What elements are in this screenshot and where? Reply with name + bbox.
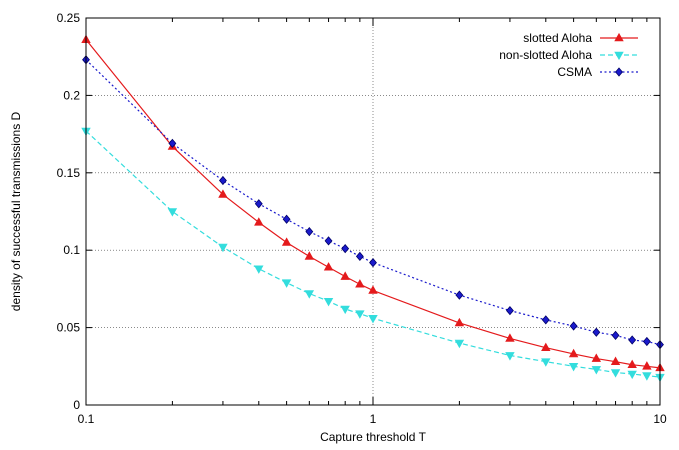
data-point — [591, 366, 602, 375]
data-point — [368, 315, 378, 324]
y-tick-label: 0.1 — [63, 243, 80, 257]
data-point — [642, 372, 652, 381]
data-point — [324, 236, 333, 246]
data-point — [254, 217, 264, 226]
data-point — [369, 257, 377, 268]
series-slotted-aloha — [81, 34, 665, 372]
x-tick-label: 1 — [370, 412, 377, 426]
legend-item: slotted Aloha — [523, 31, 638, 45]
data-point — [541, 342, 551, 352]
data-point — [642, 361, 652, 370]
data-point — [610, 356, 621, 365]
data-point — [219, 175, 227, 186]
y-axis-label: density of successful transmissions D — [9, 111, 23, 311]
data-point — [281, 237, 292, 246]
data-point — [340, 271, 350, 280]
data-point — [368, 285, 378, 294]
data-point — [568, 348, 579, 358]
data-point — [323, 262, 334, 271]
data-point — [304, 290, 315, 299]
data-point — [505, 352, 515, 361]
data-point — [254, 265, 264, 274]
data-point — [305, 227, 314, 237]
data-point — [454, 317, 465, 327]
data-point — [642, 336, 651, 347]
data-point — [254, 199, 263, 209]
data-point — [628, 335, 637, 345]
legend-label: non-slotted Aloha — [499, 48, 592, 62]
x-tick-label: 0.1 — [78, 412, 95, 426]
data-point — [569, 321, 578, 331]
y-tick-label: 0.05 — [57, 321, 81, 335]
series-csma — [82, 55, 664, 350]
data-point — [568, 362, 579, 372]
data-point — [281, 279, 292, 288]
data-point — [304, 251, 315, 260]
axis-ticks: 0 0.05 0.1 0.15 0.2 0.25 0.1 1 10 — [57, 11, 667, 426]
data-point — [355, 310, 365, 319]
legend-item: CSMA — [557, 65, 638, 79]
data-point — [455, 290, 464, 300]
legend: slotted Aloha non-slotted Aloha CSMA — [499, 31, 638, 79]
x-tick-label: 10 — [653, 412, 667, 426]
data-point — [341, 244, 350, 254]
series-non-slotted-aloha — [81, 127, 665, 383]
data-point — [592, 327, 601, 337]
legend-swatch-marker — [614, 32, 624, 42]
data-point — [355, 251, 364, 262]
data-point — [591, 353, 602, 362]
series-line — [85, 130, 661, 378]
y-tick-label: 0.2 — [63, 88, 80, 102]
data-point — [282, 214, 291, 224]
x-axis-label: Capture threshold T — [320, 430, 427, 444]
data-point — [627, 370, 637, 380]
series-layer — [81, 34, 665, 383]
data-point — [611, 330, 620, 340]
legend-label: slotted Aloha — [523, 31, 592, 45]
legend-label: CSMA — [557, 65, 592, 79]
data-point — [506, 305, 514, 316]
data-point — [541, 358, 551, 367]
y-tick-label: 0.15 — [57, 166, 81, 180]
data-point — [610, 369, 621, 378]
data-point — [454, 339, 465, 349]
data-point — [627, 359, 637, 369]
data-point — [505, 333, 515, 342]
data-point — [323, 297, 334, 307]
y-tick-label: 0.25 — [57, 11, 81, 25]
data-point — [168, 138, 177, 149]
legend-swatch-marker — [614, 51, 624, 61]
data-point — [355, 279, 365, 288]
legend-swatch-marker — [615, 67, 623, 77]
data-point — [218, 243, 228, 253]
data-point — [218, 189, 228, 198]
data-point — [167, 208, 178, 217]
data-point — [340, 305, 350, 315]
data-point — [541, 315, 550, 325]
y-tick-label: 0 — [73, 398, 80, 412]
legend-item: non-slotted Aloha — [499, 48, 638, 62]
